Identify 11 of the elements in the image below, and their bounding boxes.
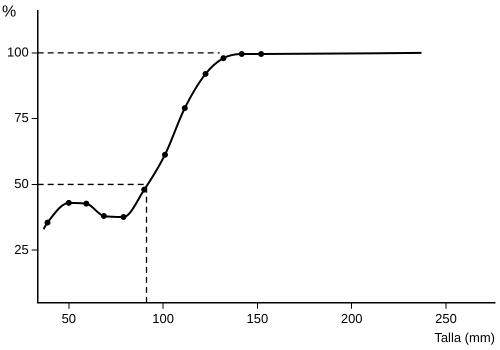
x-tick-label: 250 — [435, 311, 457, 326]
y-tick-label: 100 — [6, 44, 29, 60]
y-tick-label: 50 — [14, 176, 29, 191]
x-tick-label: 50 — [62, 311, 76, 326]
y-tick-label: 25 — [14, 242, 29, 257]
y-tick-label: 75 — [14, 110, 29, 126]
x-tick-label: 100 — [152, 311, 174, 326]
x-tick-label: 150 — [246, 311, 268, 326]
x-tick-label: 200 — [340, 311, 363, 326]
x-axis-title: Talla (mm) — [434, 330, 495, 345]
y-axis-title: % — [2, 3, 16, 20]
